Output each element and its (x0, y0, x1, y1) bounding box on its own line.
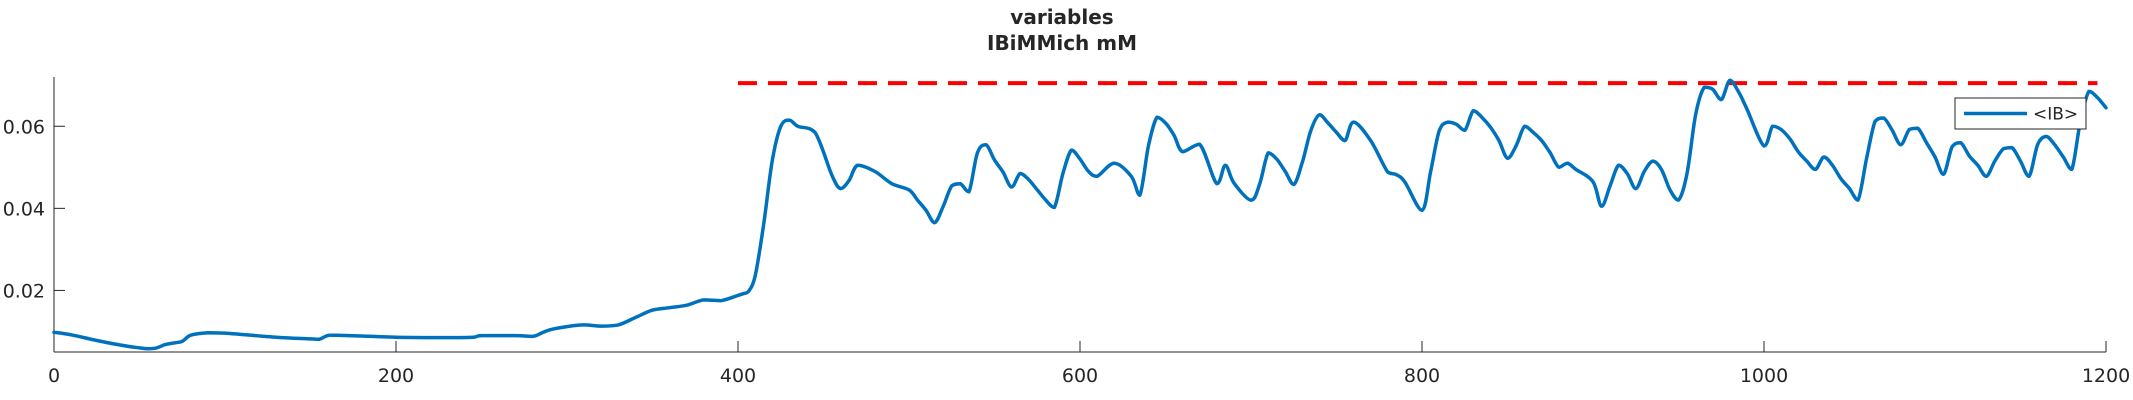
tick-labels: 0 200 400 600 800 1000 1200 0.02 0.04 0.06 (3, 116, 2130, 387)
y-tick-label: 0.04 (3, 198, 45, 220)
tick-marks (53, 125, 2107, 352)
x-tick-label: 1000 (1740, 365, 1788, 387)
x-tick-label: 600 (1062, 365, 1098, 387)
legend[interactable]: <IB> (1954, 97, 2087, 130)
series-line-ib (52, 78, 2108, 351)
x-tick-label: 1200 (2082, 365, 2130, 387)
x-tick-label: 0 (48, 365, 60, 387)
y-tick-label: 0.06 (3, 116, 45, 138)
x-tick-label: 400 (720, 365, 756, 387)
y-tick-label: 0.02 (3, 280, 45, 302)
x-tick-label: 800 (1404, 365, 1440, 387)
x-tick-label: 200 (378, 365, 414, 387)
chart-title-line-1: variables (1010, 5, 1113, 29)
chart-title-line-2: IBiMMich mM (987, 31, 1137, 55)
legend-label: <IB> (2033, 105, 2078, 125)
series-group (52, 78, 2108, 351)
axes (53, 77, 2106, 353)
